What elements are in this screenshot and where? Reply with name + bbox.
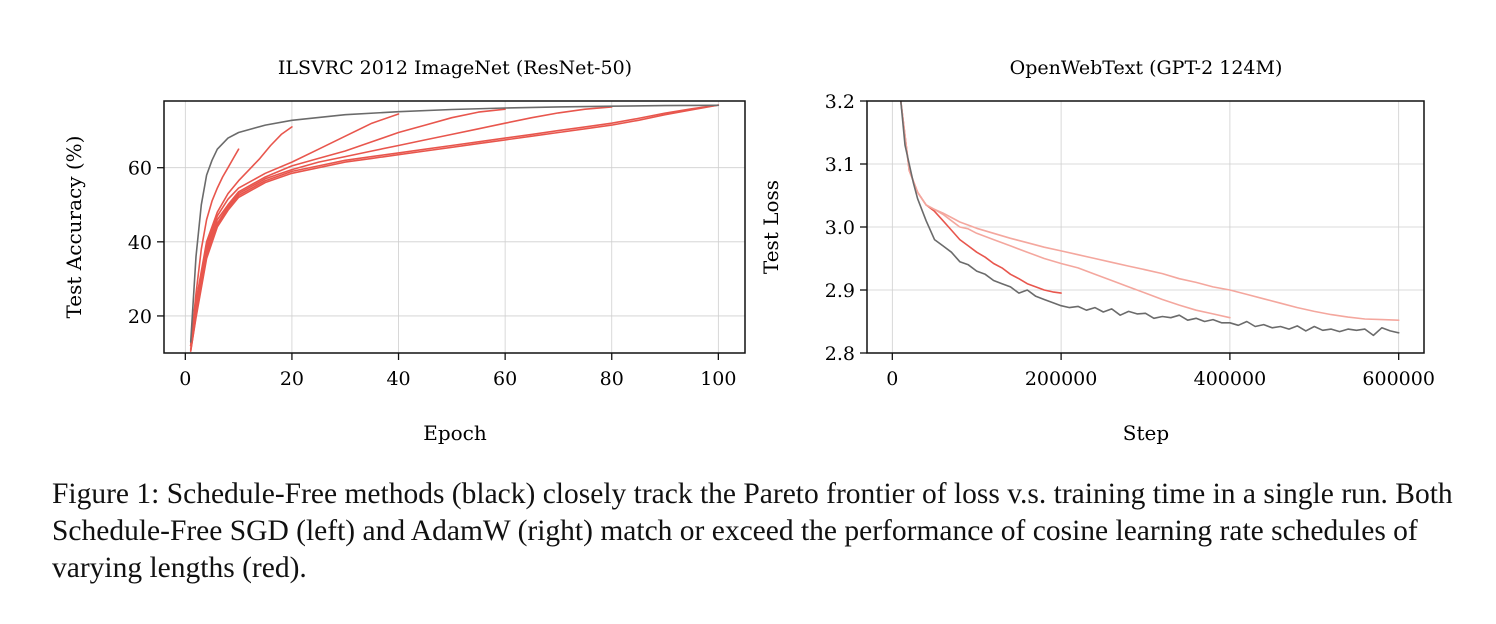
y-tick-label: 3.2 [825, 91, 855, 113]
y-axis-label: Test Accuracy (%) [62, 136, 86, 319]
axis-ticks: 0 200000 400000 600000 2.8 2.9 3.0 3.1 3.2 [825, 91, 1435, 390]
x-axis-label: Step [1123, 421, 1169, 445]
x-tick-label: 600000 [1362, 368, 1435, 390]
x-axis-label: Epoch [423, 421, 487, 445]
grid-lines [164, 101, 745, 353]
openwebtext-loss-chart: OpenWebText (GPT-2 124M) Step Test Loss … [759, 57, 1435, 445]
x-tick-label: 20 [280, 368, 304, 390]
y-tick-label: 20 [128, 306, 152, 328]
schedule-free-series-line [900, 101, 1400, 337]
cosine-series-line [900, 101, 1231, 319]
y-tick-label: 3.1 [825, 154, 855, 176]
schedule-free-series-line [189, 104, 720, 343]
x-tick-label: 100 [700, 368, 736, 390]
cosine-series-line [189, 106, 613, 351]
cosine-series-line [189, 148, 240, 347]
plot-frame [163, 100, 746, 354]
x-tick-label: 200000 [1025, 368, 1098, 390]
x-tick-label: 0 [886, 368, 898, 390]
x-tick-label: 60 [493, 368, 517, 390]
x-tick-label: 0 [179, 368, 191, 390]
cosine-series-line [189, 113, 400, 347]
cosine-series-line [189, 104, 720, 352]
y-tick-label: 60 [128, 158, 152, 180]
series-lines [189, 104, 720, 352]
cosine-series-line [189, 104, 720, 352]
axis-ticks: 0 20 40 60 80 100 20 40 60 [128, 158, 737, 390]
figure: ILSVRC 2012 ImageNet (ResNet-50) Epoch T… [62, 57, 1435, 445]
figure-caption: Figure 1: Schedule-Free methods (black) … [52, 478, 1453, 584]
y-tick-label: 2.9 [825, 280, 855, 302]
x-tick-label: 80 [600, 368, 624, 390]
y-tick-label: 2.8 [825, 343, 855, 365]
cosine-series-line [189, 126, 293, 347]
chart-title: OpenWebText (GPT-2 124M) [1010, 57, 1283, 79]
x-tick-label: 400000 [1194, 368, 1267, 390]
y-tick-label: 3.0 [825, 217, 855, 239]
cosine-series-line [900, 101, 1062, 294]
imagenet-accuracy-chart: ILSVRC 2012 ImageNet (ResNet-50) Epoch T… [62, 57, 746, 445]
cosine-series-line [900, 101, 1400, 321]
y-axis-label: Test Loss [759, 180, 783, 274]
chart-title: ILSVRC 2012 ImageNet (ResNet-50) [278, 57, 632, 79]
x-tick-label: 40 [386, 368, 410, 390]
series-lines [900, 101, 1400, 337]
cosine-series-line [189, 108, 506, 347]
y-tick-label: 40 [128, 232, 152, 254]
